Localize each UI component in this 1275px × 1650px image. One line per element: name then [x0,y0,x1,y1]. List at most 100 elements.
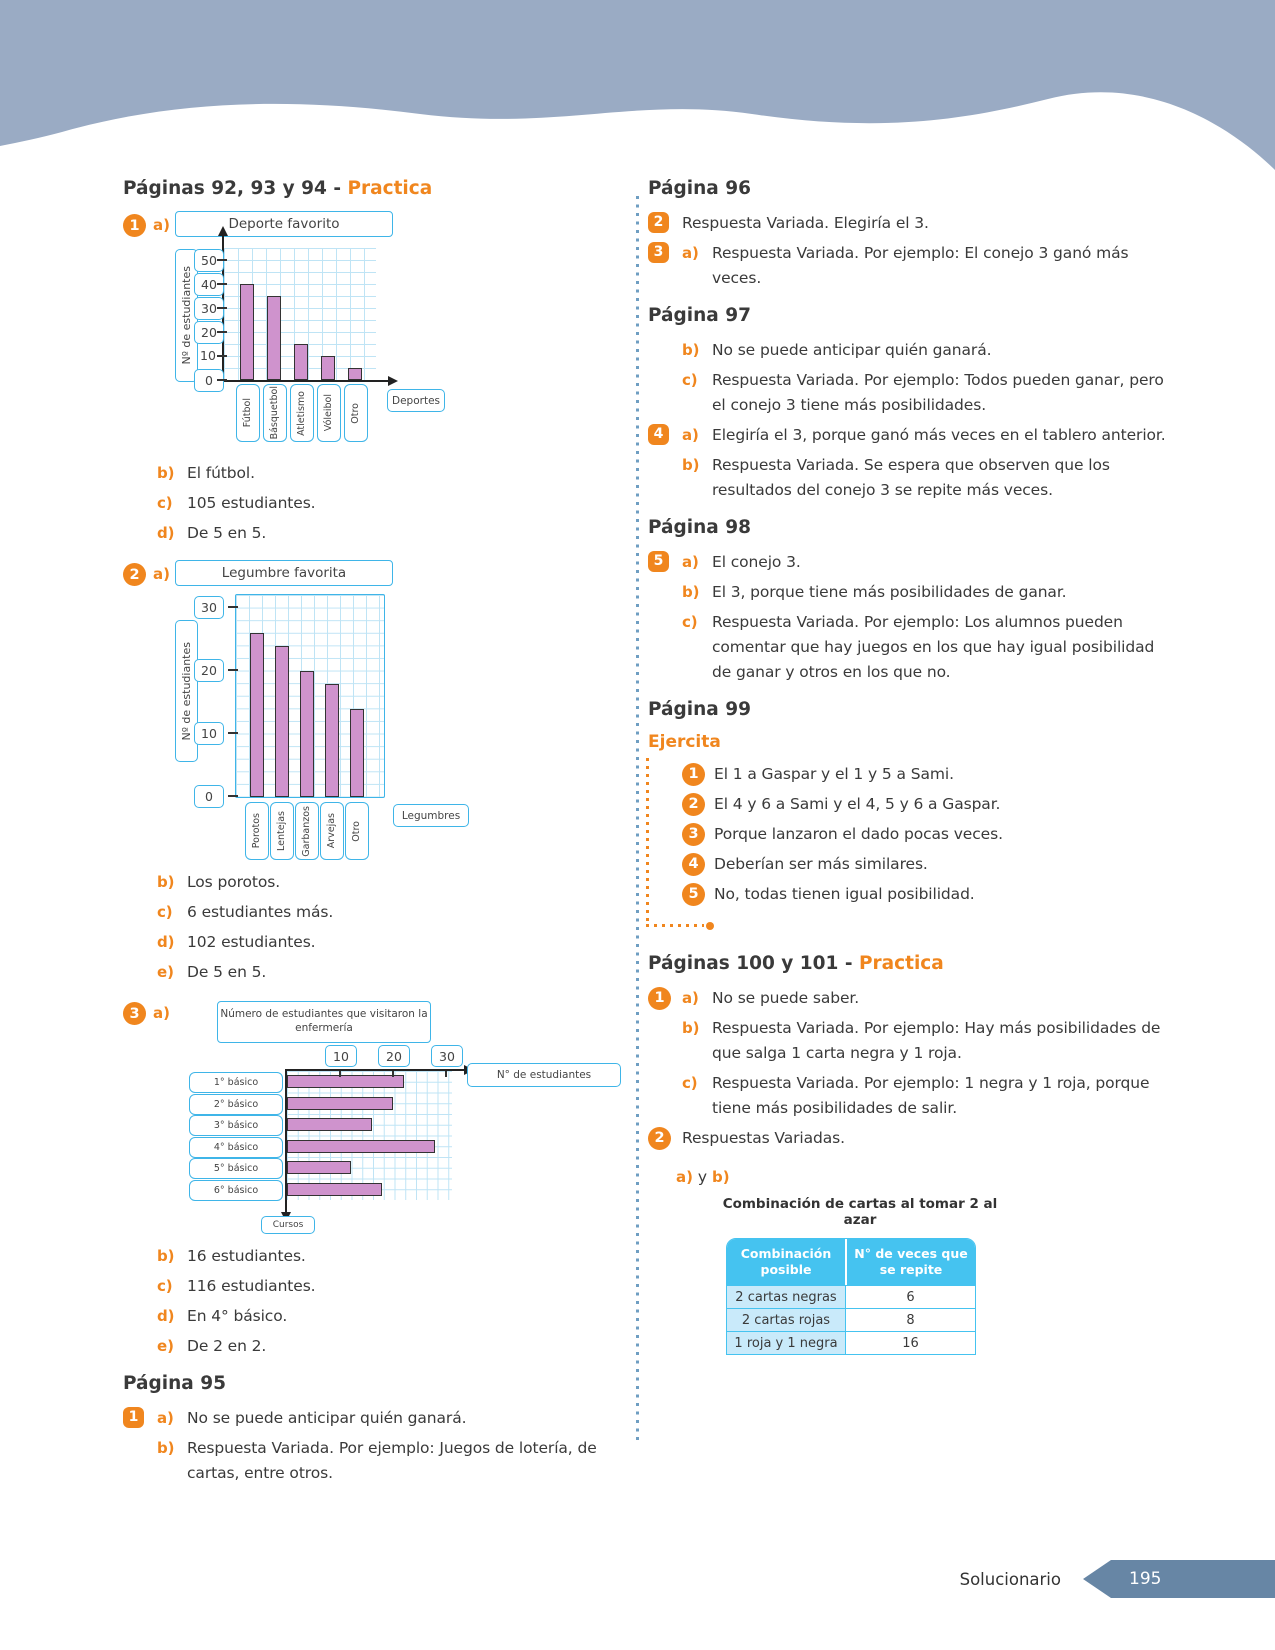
table-header-cell: N° de veces que se repite [845,1239,975,1285]
ejercita-heading: Ejercita [648,732,721,752]
item-letter: a) [682,553,699,571]
page-95-answers: 1 a) No se puede anticipar quién ganará. b)… [123,1406,615,1486]
answer-text: Respuesta Variada. Se espera que observe… [712,456,1110,499]
bar-chart-deporte-favorito: Deporte favorito Nº de estudiantes 50 40 30 2… [175,211,595,451]
banner-wave-shape [0,0,1275,170]
tick-mark [217,283,227,285]
column-divider-dotted-line [636,196,639,1444]
x-axis [285,1069,464,1071]
answer-text: 102 estudiantes. [187,933,316,951]
heading-text: Páginas 92, 93 y 94 - [123,178,348,199]
answer-text: El 1 a Gaspar y el 1 y 5 a Sami. [714,765,954,783]
table-title: Combinación de cartas al tomar 2 al azar [722,1196,998,1228]
heading-accent: Practica [858,953,944,974]
answer-text: Elegiría el 3, porque ganó más veces en … [712,426,1166,444]
item-number-badge: 4 [648,424,669,445]
category-text: Garbanzos [301,805,313,857]
category-label: Básquetbol [263,384,287,442]
axis-tick: 30 [431,1045,463,1067]
x-axis-label-box: Legumbres [393,804,469,827]
answer-text: Deberían ser más similares. [714,855,928,873]
item-letter: b) [682,456,700,474]
bar [348,368,362,380]
answer-row: 1 a) No se puede saber. [648,986,1168,1011]
category-label: 4° básico [189,1136,283,1158]
exercise-1: 1 a) Deporte favorito Nº de estudiantes 50… [123,211,615,546]
bar [275,646,289,797]
heading-accent: Practica [347,178,433,199]
heading-text: Páginas 100 y 101 - [648,953,859,974]
item-letter: e) [157,963,174,981]
y-axis-label-box: Cursos [261,1216,315,1234]
exercise-number-badge: 1 [123,214,146,237]
bar [350,709,364,797]
dotted-bracket-vertical [646,758,649,925]
bar [240,284,254,380]
answer-text: No se puede anticipar quién ganará. [187,1409,467,1427]
page-96-heading: Página 96 [648,178,751,199]
left-column: Páginas 92, 93 y 94 - Practica 1 a) Depo… [123,170,621,1500]
category-label: Fútbol [236,384,260,442]
answer-row: b) El 3, porque tiene más posibilidades d… [648,580,1168,605]
answer-row: d) En 4° básico. [123,1304,615,1329]
answer-row: 2 Respuesta Variada. Elegiría el 3. [648,211,1168,236]
dotted-bracket-end-dot [706,922,714,930]
item-number-badge: 1 [123,1407,144,1428]
answer-text: No se puede anticipar quién ganará. [712,341,992,359]
answer-row: c) Respuesta Variada. Por ejemplo: Todos … [648,368,1168,418]
page-number-tag: 195 [1083,1560,1275,1598]
category-label: Porotos [245,802,269,860]
bar [321,356,335,380]
tick-mark [228,669,238,671]
bar [250,633,264,797]
table-header-cell: Combinación posible [740,1246,832,1277]
answer-text: El 4 y 6 a Sami y el 4, 5 y 6 a Gaspar. [714,795,1001,813]
category-text: Porotos [251,813,263,849]
bar [287,1182,382,1196]
item-number-badge: 5 [648,551,669,572]
bar [325,684,339,797]
item-letter: b) [157,1247,175,1265]
x-axis-label-box: Deportes [387,389,445,412]
axis-tick: 10 [325,1045,357,1067]
page-96-answers: 2 Respuesta Variada. Elegiría el 3. 3 a) Res… [648,211,1168,291]
bar [287,1096,393,1110]
x-axis [222,380,388,382]
bar [300,671,314,797]
answer-row: 1 El 1 a Gaspar y el 1 y 5 a Sami. [682,762,1168,787]
x-axis-arrow [388,376,398,386]
item-letter: c) [157,1277,173,1295]
bar [287,1139,435,1153]
exercise-3-answers: b) 16 estudiantes. c) 116 estudiantes. d) En … [123,1244,615,1359]
table-row: 1 roja y 1 negra 16 [727,1331,975,1354]
tick-mark [339,1071,341,1077]
table-header-row: Combinación posible N° de veces que se re… [727,1239,975,1285]
chart-title: Legumbre favorita [175,560,393,586]
exercise-2-answers: b) Los porotos. c) 6 estudiantes más. d) 102 … [123,870,615,985]
item-number-badge: 2 [682,793,705,816]
item-letter: a) [153,216,170,234]
y-axis-label: Nº de estudiantes [180,266,193,365]
item-letter: b) [157,873,175,891]
plot-area [224,248,376,380]
answer-row: c) 105 estudiantes. [123,491,615,516]
table-cell: 8 [845,1309,975,1331]
bar [287,1075,404,1088]
item-letter: b) [157,464,175,482]
item-letter: b) [682,341,700,359]
bar-chart-enfermeria: Número de estudiantes que visitaron la e… [175,999,655,1234]
category-label: Otro [345,802,369,860]
y-axis-arrow [218,226,228,236]
exercise-number-badge: 3 [123,1002,146,1025]
axis-tick: 50 [194,249,224,272]
item-letter: c) [682,371,698,389]
category-text: Arvejas [326,813,338,849]
x-axis-label-box: N° de estudiantes [467,1063,621,1087]
tick-mark [217,331,227,333]
tick-mark [392,1071,394,1077]
category-label: 5° básico [189,1158,283,1179]
category-label: Otro [344,384,368,442]
section-heading-practica-92-94: Páginas 92, 93 y 94 - Practica [123,178,615,199]
conjunction-y: y [692,1168,713,1186]
item-letter: a) [153,565,170,583]
